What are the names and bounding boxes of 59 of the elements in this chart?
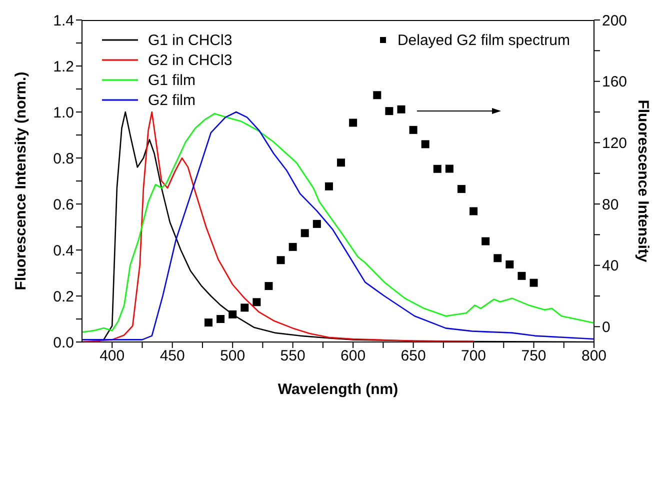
point [530, 278, 538, 287]
x-tick-label: 450 [160, 348, 185, 365]
point [204, 318, 212, 327]
x-tick-label: 600 [340, 348, 366, 365]
point [385, 107, 394, 116]
y-tick-label: 1.0 [53, 104, 74, 122]
point [457, 184, 466, 193]
x-tick-label: 650 [400, 348, 426, 365]
point [421, 140, 430, 148]
line-series [82, 111, 474, 342]
point [373, 91, 382, 100]
x-tick-label: 550 [280, 348, 306, 365]
y2-tick-label: 0 [602, 318, 610, 336]
point [216, 315, 225, 323]
legend-label: G2 in CHCl3 [148, 52, 232, 68]
point [409, 126, 418, 134]
y-tick-label: 0.0 [53, 334, 74, 352]
y-tick-label: 1.2 [53, 58, 74, 76]
point [482, 237, 490, 246]
x-tick-label: 800 [581, 348, 607, 365]
y-axis-title: Fluorescence Intensity (norm.) [12, 72, 30, 290]
legend-label: Delayed G2 film spectrum [397, 32, 570, 48]
point [240, 304, 249, 312]
y-tick-label: 0.4 [53, 242, 74, 260]
point [276, 256, 285, 264]
point [337, 158, 346, 167]
x-axis-title: Wavelength (nm) [278, 381, 398, 398]
point [288, 242, 297, 251]
x-tick-label: 500 [220, 348, 246, 365]
x-tick-label: 400 [100, 348, 125, 365]
point [324, 182, 333, 190]
y2-tick-label: 160 [602, 74, 628, 91]
point [445, 164, 454, 173]
y-tick-label: 0.6 [53, 196, 74, 214]
y2-tick-label: 40 [602, 258, 619, 275]
point [349, 118, 358, 127]
y2-tick-label: 80 [602, 196, 619, 214]
y-tick-label: 0.2 [53, 288, 74, 306]
y2-tick-label: 200 [602, 12, 628, 30]
legend-label: G1 in CHCl3 [148, 32, 232, 48]
point [264, 282, 273, 290]
y-tick-label: 1.4 [53, 12, 74, 30]
legend-label: G1 film [148, 72, 196, 88]
y-tick-label: 0.8 [53, 150, 74, 168]
point [300, 229, 309, 238]
point [397, 105, 406, 114]
point [433, 164, 442, 173]
point [470, 207, 478, 216]
point [228, 310, 237, 318]
point [252, 298, 261, 306]
legend-label: G2 film [148, 92, 196, 108]
point [518, 272, 526, 280]
point [312, 220, 321, 228]
y2-axis-title: Fluorescence Intensity [634, 100, 652, 263]
point [506, 260, 514, 268]
point [494, 254, 502, 262]
y2-tick-label: 120 [602, 134, 628, 152]
x-tick-label: 700 [461, 348, 486, 365]
x-tick-label: 750 [521, 348, 546, 365]
